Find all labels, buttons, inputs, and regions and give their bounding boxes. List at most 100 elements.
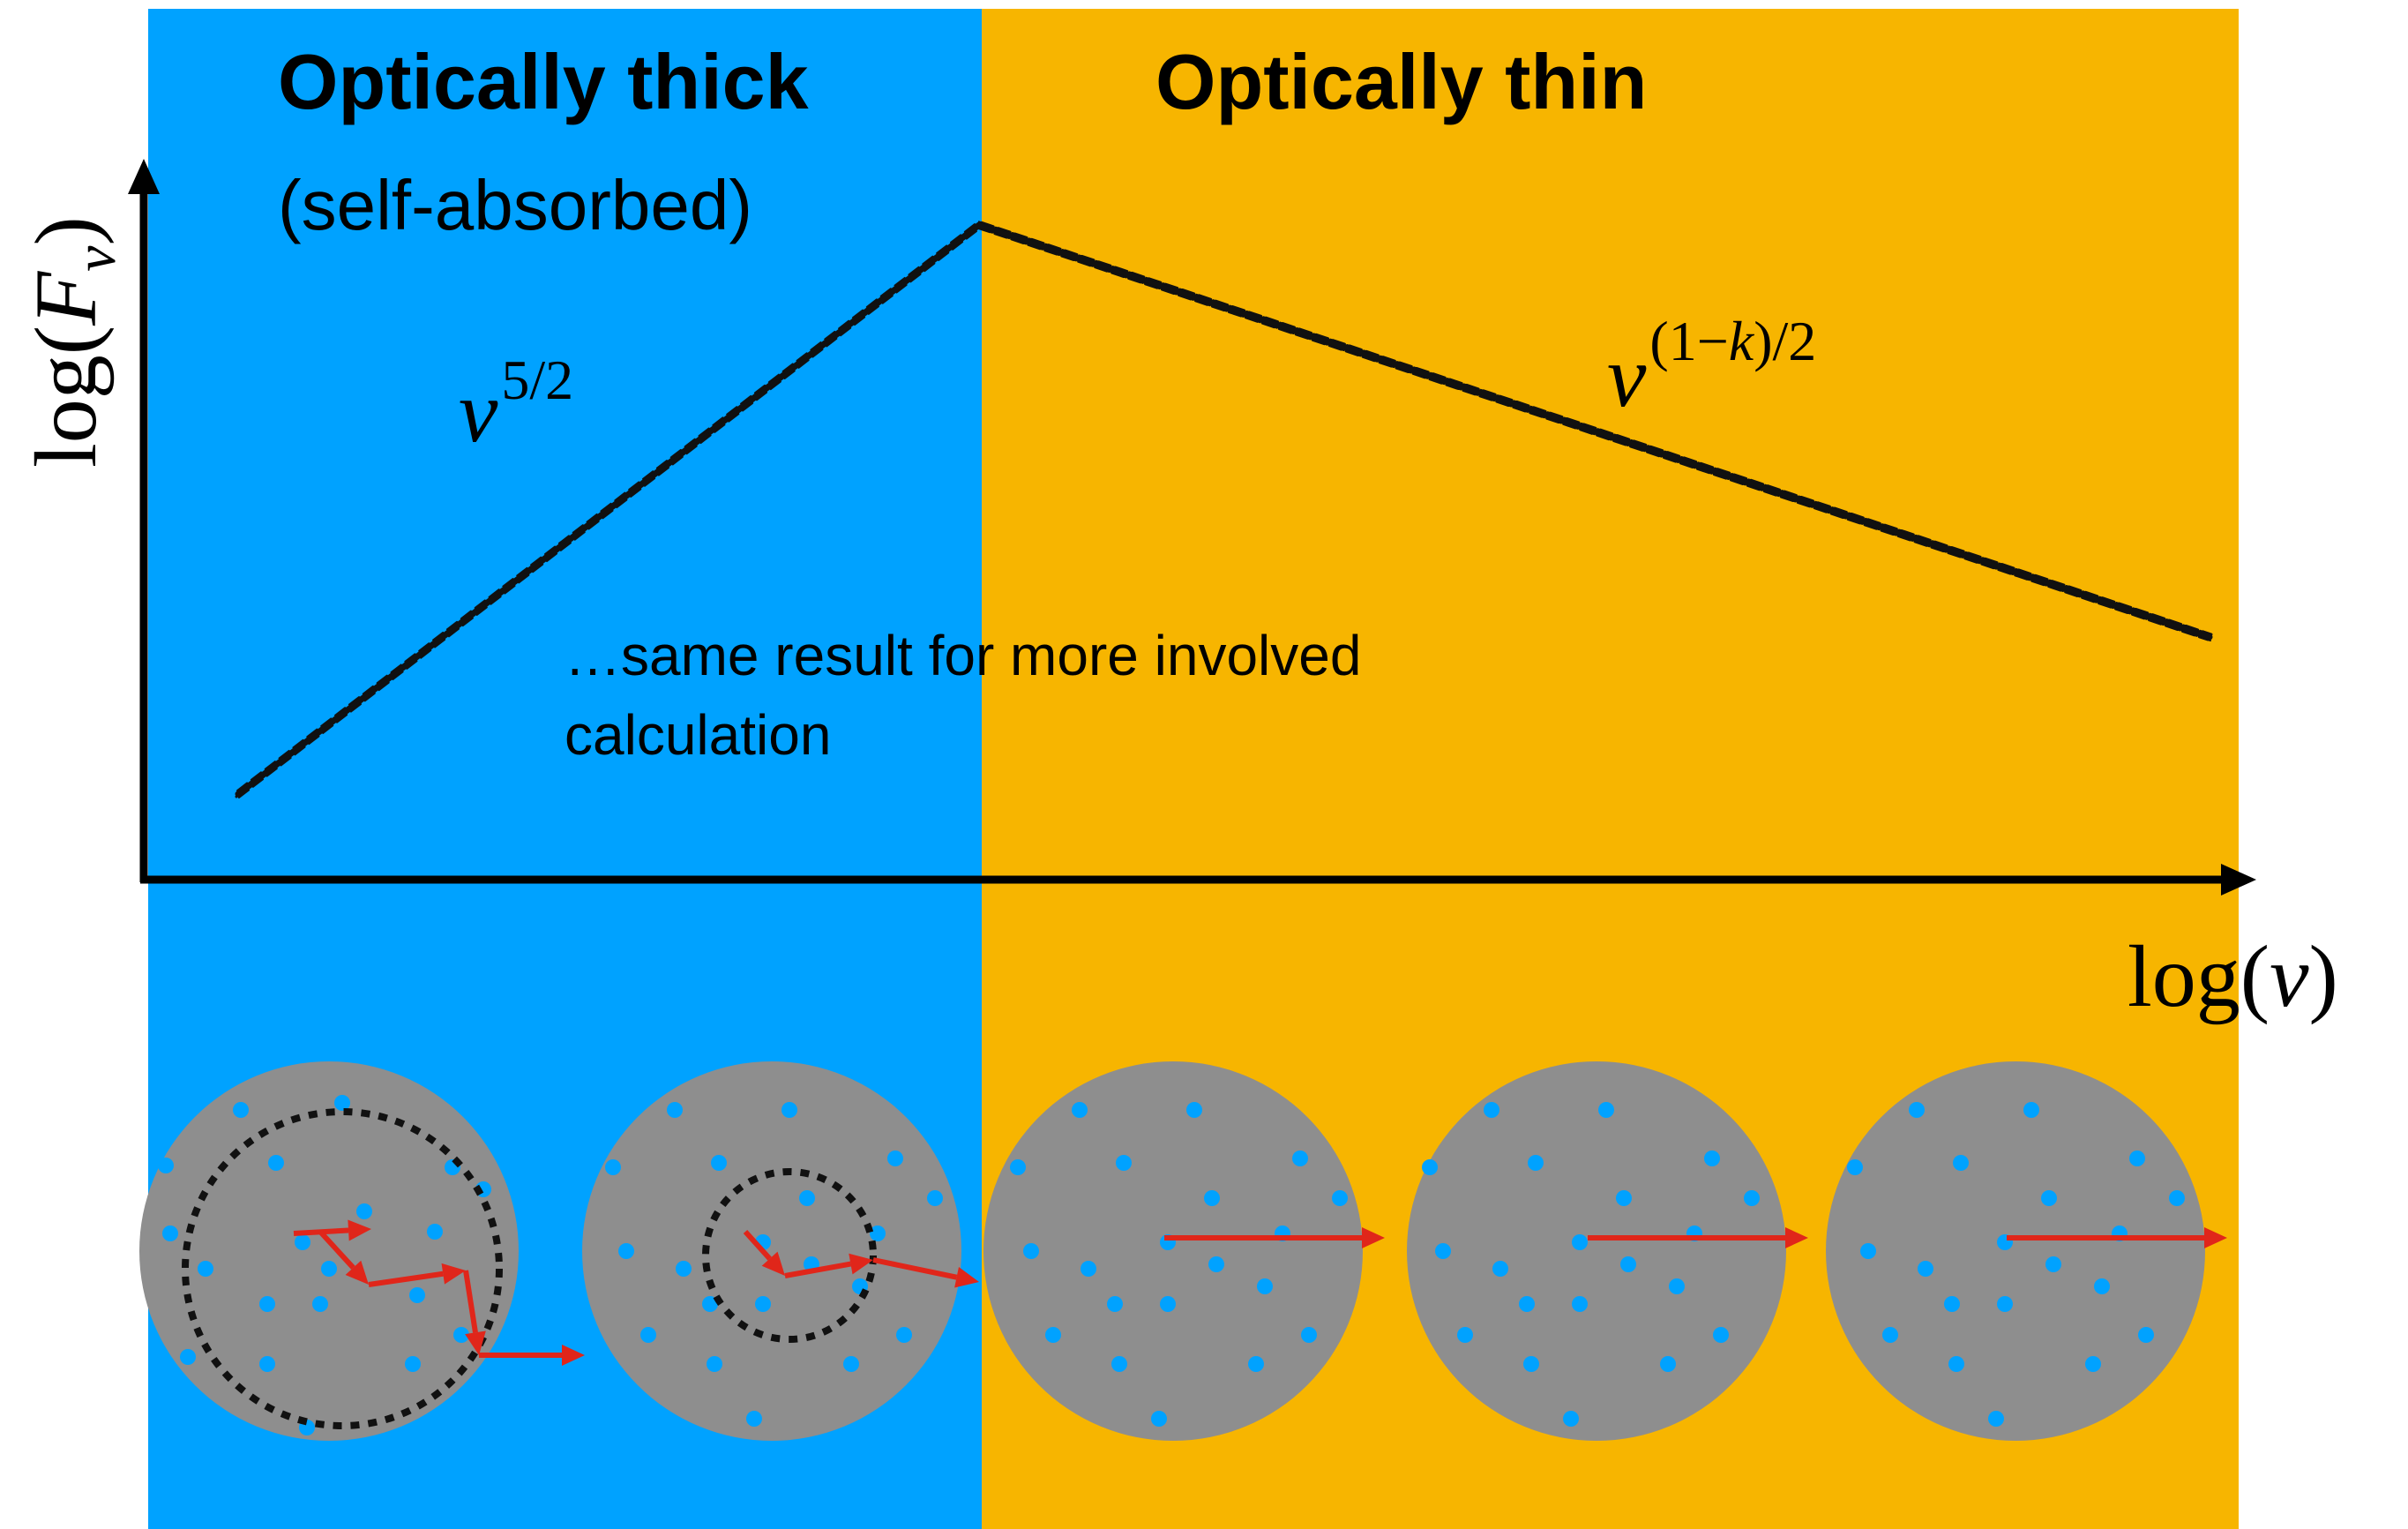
gas-spheres-row: [139, 1061, 2227, 1441]
particle-dot: [781, 1102, 797, 1118]
particle-dot: [1301, 1327, 1317, 1343]
x-axis-label-close: ): [2308, 927, 2337, 1025]
particle-dot: [1953, 1155, 1969, 1171]
gas-sphere-body: [582, 1061, 961, 1441]
decline-slope-exp-open: (1: [1649, 310, 1696, 372]
photon-path-arrow-icon: [784, 1253, 873, 1278]
photosphere-dashed-ring-icon: [702, 1168, 877, 1343]
thin-region-title: Optically thin: [1155, 38, 1647, 125]
photon-path-arrowhead: [562, 1345, 585, 1366]
particle-dot: [702, 1296, 718, 1312]
particle-dot: [711, 1155, 727, 1171]
y-axis-label-close: ): [17, 216, 115, 245]
particle-dot: [1988, 1411, 2004, 1427]
y-axis-label-sub: ν: [64, 245, 128, 272]
decline-slope-label: ν(1−k)/2: [1607, 310, 1816, 425]
particle-dot: [2129, 1150, 2145, 1166]
photon-path-arrow-icon: [368, 1263, 466, 1287]
particle-dot: [1563, 1411, 1579, 1427]
photon-path-segment: [463, 1270, 478, 1333]
particle-dot: [799, 1190, 815, 1206]
particle-dot: [896, 1327, 912, 1343]
particle-dot: [605, 1159, 621, 1175]
photon-path-arrow-icon: [872, 1257, 979, 1288]
particle-dot: [1572, 1234, 1588, 1250]
photon-path-arrow-icon: [463, 1270, 486, 1355]
photon-path-segment: [784, 1261, 851, 1278]
particle-dot: [334, 1095, 350, 1111]
particle-dot: [1944, 1296, 1960, 1312]
particle-dot: [1151, 1411, 1167, 1427]
particle-dot: [158, 1158, 174, 1173]
particle-dot: [618, 1243, 634, 1259]
particle-dot: [1492, 1261, 1508, 1277]
particle-dot: [1248, 1356, 1264, 1372]
particle-dot: [1909, 1102, 1925, 1118]
photon-path-arrowhead: [1362, 1227, 1385, 1248]
particle-dot: [198, 1261, 213, 1277]
particle-dot: [927, 1190, 943, 1206]
photon-path-arrowhead: [1785, 1227, 1808, 1248]
particle-dot: [1948, 1356, 1964, 1372]
rise-slope-label: ν5/2: [459, 349, 573, 461]
gas-sphere-body: [1826, 1061, 2205, 1441]
photon-path-arrowhead: [761, 1251, 785, 1276]
particle-dot: [1713, 1327, 1729, 1343]
photon-path-arrowhead: [954, 1266, 979, 1288]
x-axis-arrowhead-icon: [2221, 864, 2256, 896]
photon-path-segment: [743, 1229, 772, 1261]
particle-dot: [1918, 1261, 1933, 1277]
photon-path-arrowhead: [849, 1253, 873, 1275]
particle-dot: [1484, 1102, 1499, 1118]
rise-slope-exponent: 5/2: [501, 349, 573, 411]
photon-path-arrow-icon: [479, 1345, 585, 1366]
particle-dot: [405, 1356, 421, 1372]
particle-dot: [1257, 1278, 1273, 1294]
particle-dot: [1072, 1102, 1088, 1118]
photon-path-arrow-icon: [1588, 1227, 1808, 1248]
particle-dot: [1160, 1296, 1176, 1312]
particle-dot: [180, 1349, 196, 1365]
x-axis-label: log(ν): [2128, 927, 2338, 1025]
particle-dot: [887, 1150, 903, 1166]
particle-dot: [295, 1234, 310, 1250]
particle-dot: [707, 1356, 722, 1372]
particle-dot: [667, 1102, 683, 1118]
photon-path-arrow-icon: [2007, 1227, 2227, 1248]
random-walk-path-icon: [743, 1229, 979, 1288]
y-axis-label-base: log(: [17, 326, 115, 468]
y-axis-arrowhead-icon: [128, 159, 160, 194]
particle-dot: [2169, 1190, 2185, 1206]
particle-dot: [1523, 1356, 1539, 1372]
particle-dot: [356, 1203, 372, 1219]
gas-sphere-icon: [983, 1061, 1385, 1441]
particle-dot: [1332, 1190, 1348, 1206]
particle-dot: [2041, 1190, 2057, 1206]
thick-region-subtitle: (self-absorbed): [278, 166, 752, 244]
photon-path-arrowhead: [345, 1260, 369, 1285]
x-axis-label-var: ν: [2270, 927, 2309, 1025]
particle-dot: [312, 1296, 328, 1312]
particle-dot: [427, 1224, 443, 1240]
particle-dot: [1107, 1296, 1123, 1312]
particle-dot: [1860, 1243, 1876, 1259]
particle-dot: [1111, 1356, 1127, 1372]
particle-dot: [676, 1261, 692, 1277]
particle-dot: [453, 1327, 469, 1343]
particle-dot: [1081, 1261, 1096, 1277]
decline-slope-exp-k: k: [1729, 310, 1755, 372]
photon-path-arrow-icon: [1164, 1227, 1385, 1248]
decline-slope-exp-close: )/2: [1754, 310, 1816, 372]
particle-dot: [1116, 1155, 1132, 1171]
particle-dot: [1204, 1190, 1220, 1206]
particle-dot: [1292, 1150, 1308, 1166]
y-axis-label-var: F: [17, 271, 115, 326]
particle-dot: [1616, 1190, 1632, 1206]
particle-dot: [2138, 1327, 2154, 1343]
particle-dot: [1528, 1155, 1544, 1171]
particle-dot: [2045, 1256, 2061, 1272]
particle-dot: [1744, 1190, 1760, 1206]
photon-path-arrowhead: [465, 1330, 486, 1355]
spectrum-curve-texture: [238, 228, 2211, 798]
